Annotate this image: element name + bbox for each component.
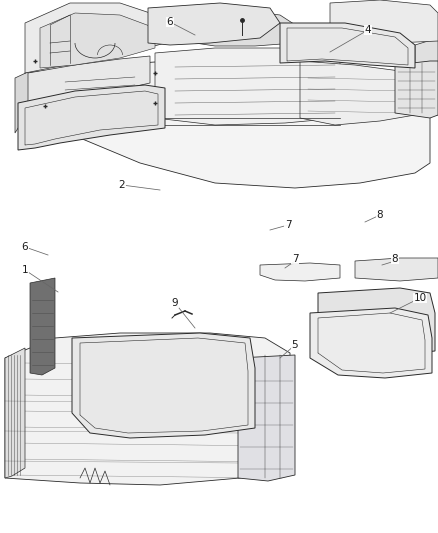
Polygon shape bbox=[25, 3, 165, 73]
Polygon shape bbox=[5, 348, 25, 478]
Polygon shape bbox=[280, 23, 415, 68]
Text: 6: 6 bbox=[22, 242, 28, 252]
Polygon shape bbox=[300, 61, 415, 125]
Text: 6: 6 bbox=[167, 17, 173, 27]
Polygon shape bbox=[40, 13, 155, 68]
Polygon shape bbox=[155, 48, 340, 125]
Text: 10: 10 bbox=[413, 293, 427, 303]
Text: 7: 7 bbox=[285, 220, 291, 230]
Text: 8: 8 bbox=[377, 210, 383, 220]
Polygon shape bbox=[28, 56, 150, 118]
Text: 8: 8 bbox=[392, 254, 398, 264]
Text: 5: 5 bbox=[292, 340, 298, 350]
Polygon shape bbox=[15, 71, 30, 133]
Polygon shape bbox=[330, 0, 438, 53]
Polygon shape bbox=[355, 258, 438, 281]
Polygon shape bbox=[148, 3, 280, 45]
Polygon shape bbox=[25, 58, 430, 188]
Text: 9: 9 bbox=[172, 298, 178, 308]
Polygon shape bbox=[30, 278, 55, 375]
Polygon shape bbox=[260, 263, 340, 281]
Polygon shape bbox=[310, 308, 432, 378]
Text: 7: 7 bbox=[292, 254, 298, 264]
Polygon shape bbox=[5, 333, 290, 485]
Polygon shape bbox=[72, 333, 255, 438]
Polygon shape bbox=[395, 61, 438, 118]
Text: 4: 4 bbox=[365, 25, 371, 35]
Polygon shape bbox=[18, 85, 165, 150]
Polygon shape bbox=[318, 288, 435, 355]
Text: 2: 2 bbox=[119, 180, 125, 190]
Polygon shape bbox=[415, 38, 438, 115]
Text: 1: 1 bbox=[22, 265, 28, 275]
Polygon shape bbox=[238, 355, 295, 481]
Polygon shape bbox=[195, 10, 300, 46]
